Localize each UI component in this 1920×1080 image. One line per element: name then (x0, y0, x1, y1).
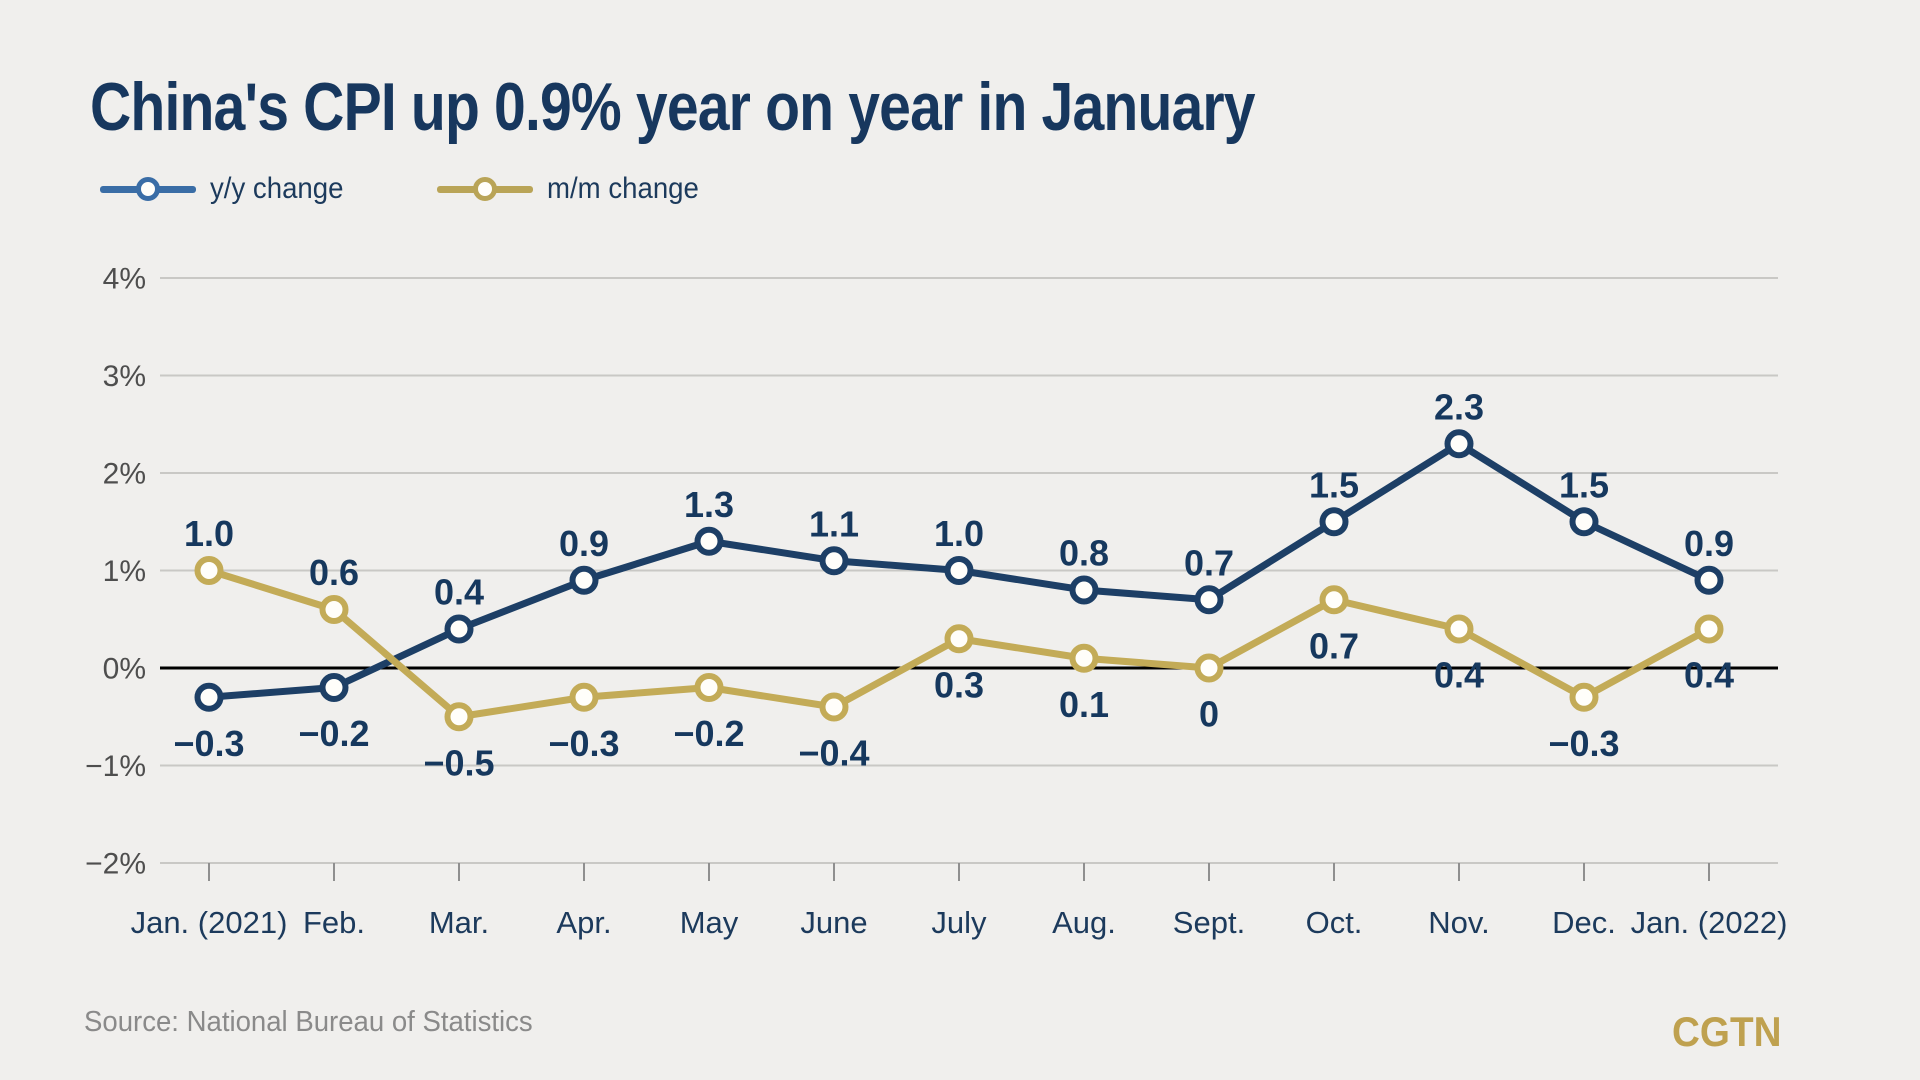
y-axis-label: −1% (85, 750, 146, 783)
legend-label-mm-change: m/m change (547, 172, 699, 205)
mm-data-point (1069, 643, 1099, 673)
mm-value-label: 0.4 (1434, 655, 1484, 696)
x-axis-label: Oct. (1306, 905, 1363, 940)
mm-value-label: 0.1 (1059, 684, 1109, 725)
yy-value-label: 0.4 (434, 572, 484, 613)
yy-data-point (569, 565, 599, 595)
yy-data-point (1569, 507, 1599, 537)
mm-data-point (944, 624, 974, 654)
legend-item-mm-change: m/m change (437, 172, 712, 206)
mm-value-label: −0.4 (798, 733, 869, 774)
mm-change-marker-icon (473, 177, 498, 201)
yy-value-label: 1.1 (809, 503, 859, 544)
x-axis-label: Jan. (2021) (131, 905, 288, 940)
mm-data-point (444, 702, 474, 732)
yy-data-point (1444, 429, 1474, 459)
y-axis-label: 2% (103, 458, 146, 491)
yy-data-point (194, 682, 224, 712)
mm-data-point (819, 692, 849, 722)
legend-item-yy-change: y/y change (100, 172, 355, 206)
x-axis-label: Jan. (2022) (1631, 905, 1788, 940)
x-axis-label: Sept. (1173, 905, 1245, 940)
chart-title: China's CPI up 0.9% year on year in Janu… (90, 69, 1256, 145)
mm-value-label: 0 (1199, 694, 1219, 735)
mm-value-label: 1.0 (184, 513, 234, 554)
yy-value-label: 2.3 (1434, 386, 1484, 427)
yy-data-point (1694, 565, 1724, 595)
mm-value-label: 0.3 (934, 664, 984, 705)
x-axis-label: July (931, 905, 987, 940)
x-axis-label: June (800, 905, 867, 940)
yy-value-label: −0.3 (173, 723, 244, 764)
yy-data-point (1069, 575, 1099, 605)
source-attribution: Source: National Bureau of Statistics (84, 1006, 533, 1038)
yy-data-point (444, 614, 474, 644)
mm-value-label: −0.3 (548, 723, 619, 764)
yy-data-point (694, 526, 724, 556)
mm-data-point (319, 595, 349, 624)
mm-data-point (1569, 682, 1599, 712)
yy-data-point (944, 556, 974, 585)
yy-data-point (1319, 507, 1349, 537)
x-axis-label: Aug. (1052, 905, 1116, 940)
mm-data-point (694, 673, 724, 702)
yy-value-label: 0.8 (1059, 533, 1109, 574)
yy-value-label: 0.9 (559, 523, 609, 564)
mm-data-point (1444, 614, 1474, 644)
mm-data-point (1194, 653, 1224, 683)
y-axis-label: 3% (103, 360, 146, 393)
mm-value-label: 0.6 (309, 552, 359, 593)
y-axis-label: 1% (103, 555, 146, 588)
chart-legend: y/y change m/m change (100, 172, 794, 206)
legend-label-yy-change: y/y change (210, 172, 344, 205)
mm-data-point (1319, 585, 1349, 615)
x-axis-label: May (680, 905, 739, 940)
yy-value-label: 0.9 (1684, 523, 1734, 564)
mm-data-point (194, 556, 224, 585)
x-axis-label: Apr. (556, 905, 611, 940)
yy-data-point (1194, 585, 1224, 615)
yy-data-point (319, 673, 349, 702)
yy-value-label: 1.5 (1309, 464, 1359, 505)
x-axis-label: Nov. (1428, 905, 1489, 940)
y-axis-label: 4% (103, 263, 146, 296)
mm-data-point (1694, 614, 1724, 644)
yy-value-label: 1.0 (934, 513, 984, 554)
yy-value-label: 0.7 (1184, 542, 1234, 583)
mm-data-point (569, 682, 599, 712)
mm-value-label: −0.2 (673, 713, 744, 754)
y-axis-label: 0% (103, 653, 146, 686)
mm-value-label: 0.7 (1309, 625, 1359, 666)
yy-value-label: −0.2 (298, 713, 369, 754)
x-axis-label: Dec. (1552, 905, 1616, 940)
y-axis-label: −2% (85, 848, 146, 881)
yy-data-point (819, 546, 849, 576)
mm-value-label: −0.3 (1548, 723, 1619, 764)
yy-change-line-swatch (100, 177, 196, 201)
yy-value-label: 1.3 (684, 484, 734, 525)
yy-value-label: 1.5 (1559, 464, 1609, 505)
mm-change-line-swatch (437, 177, 534, 201)
cgtn-logo: CGTN (1672, 1008, 1782, 1055)
x-axis-label: Feb. (303, 905, 365, 940)
mm-value-label: 0.4 (1684, 655, 1734, 696)
yy-change-marker-icon (136, 177, 160, 201)
x-axis-label: Mar. (429, 905, 489, 940)
mm-value-label: −0.5 (423, 742, 494, 783)
